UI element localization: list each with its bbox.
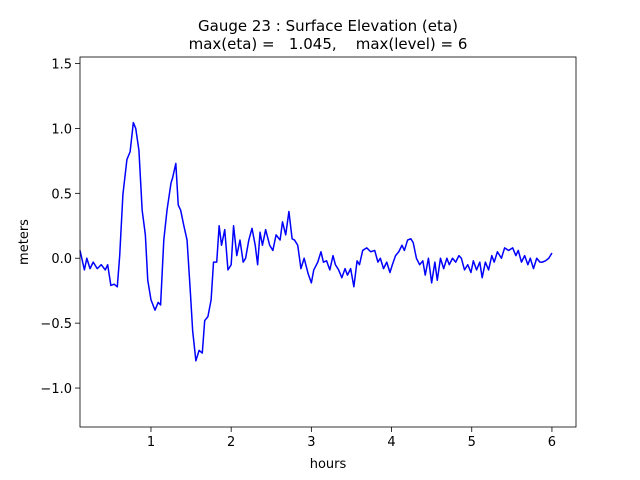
chart-title: Gauge 23 : Surface Elevation (eta) — [198, 17, 458, 35]
x-tick-label: 3 — [307, 435, 315, 450]
x-axis-label: hours — [310, 457, 347, 472]
y-tick-label: 1.5 — [51, 57, 72, 72]
plot-frame — [79, 56, 577, 428]
y-tick-label: −0.5 — [40, 317, 72, 332]
y-tick-label: 0.5 — [51, 187, 72, 202]
x-tick-label: 4 — [387, 435, 395, 450]
data-line — [79, 121, 553, 362]
y-tick-label: −1.0 — [40, 382, 72, 397]
chart-subtitle: max(eta) = 1.045, max(level) = 6 — [189, 35, 468, 53]
y-tick-label: 1.0 — [51, 122, 72, 137]
x-tick-label: 1 — [147, 435, 155, 450]
x-tick-label: 5 — [468, 435, 476, 450]
y-axis-label: meters — [17, 219, 32, 265]
y-tick-label: 0.0 — [51, 252, 72, 267]
x-tick-label: 2 — [227, 435, 235, 450]
x-tick-label: 6 — [548, 435, 556, 450]
